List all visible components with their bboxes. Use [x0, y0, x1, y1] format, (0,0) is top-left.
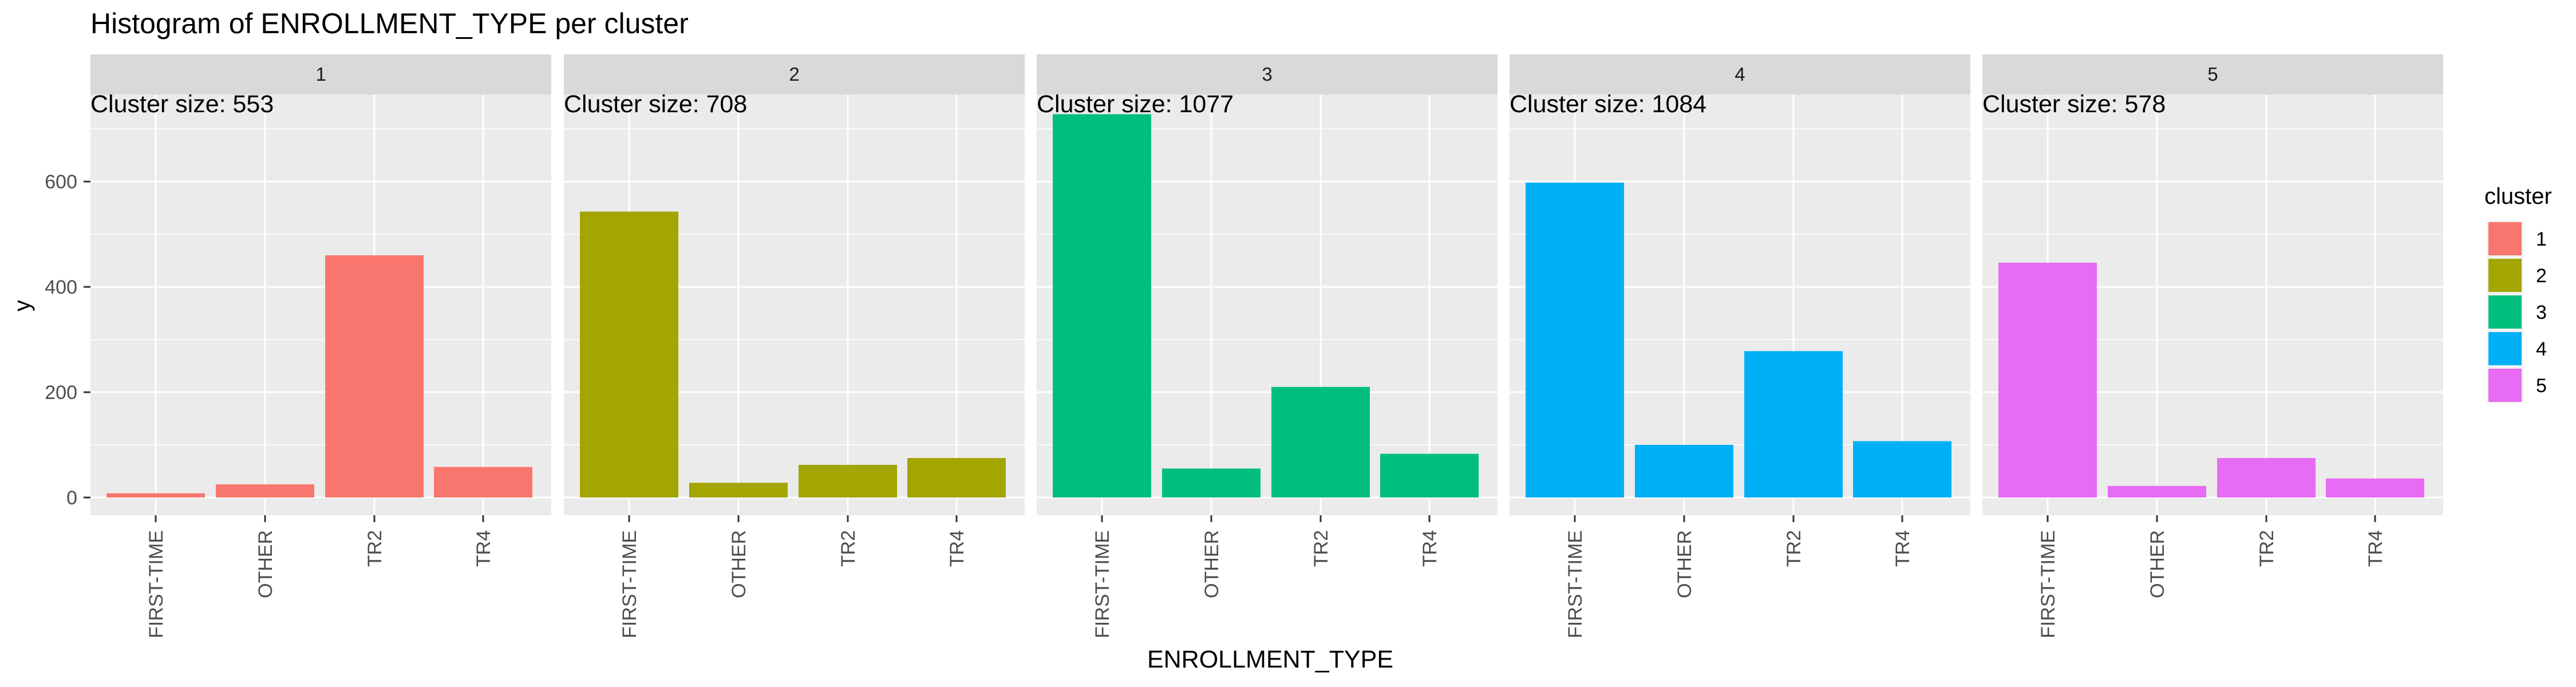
facet-strip-label: 2	[789, 64, 799, 85]
facet-strip	[90, 54, 551, 94]
bar	[325, 255, 424, 498]
bar	[1998, 262, 2097, 498]
legend-key-3	[2488, 295, 2522, 329]
cluster-size-label: Cluster size: 1077	[1037, 90, 1234, 118]
facet-panel-4: 4 Cluster size: 1084 FIRST-TIME OTHER TR2 TR4	[1510, 54, 1970, 638]
x-tick-label: OTHER	[2147, 530, 2168, 598]
legend-title: cluster	[2484, 184, 2552, 209]
x-tick-label: FIRST-TIME	[145, 530, 167, 638]
facet-strip	[1037, 54, 1498, 94]
x-tick-label: FIRST-TIME	[1564, 530, 1586, 638]
cluster-size-label: Cluster size: 1084	[1510, 90, 1706, 118]
x-tick-label: TR2	[1310, 530, 1332, 567]
bar	[1853, 441, 1951, 498]
x-tick-label: TR4	[2365, 530, 2387, 567]
x-tick-label: FIRST-TIME	[619, 530, 641, 638]
cluster-size-label: Cluster size: 578	[1982, 90, 2166, 118]
x-tick-label: TR2	[2256, 530, 2278, 567]
chart-title: Histogram of ENROLLMENT_TYPE per cluster	[90, 7, 689, 40]
y-tick-label: 400	[45, 277, 77, 298]
x-tick-label: FIRST-TIME	[2037, 530, 2059, 638]
y-tick-label: 200	[45, 382, 77, 404]
facet-panel-2: 2 Cluster size: 708 FIRST-TIME OTHER TR2 TR4	[564, 54, 1025, 638]
bar	[1635, 445, 1733, 498]
legend-label: 1	[2536, 228, 2547, 250]
bar	[799, 464, 897, 498]
x-tick-label: TR2	[1783, 530, 1805, 567]
legend-label: 4	[2536, 338, 2547, 360]
x-axis-label: ENROLLMENT_TYPE	[1147, 646, 1393, 673]
bar	[1053, 114, 1151, 498]
bar	[689, 483, 788, 498]
panel-background	[90, 94, 551, 515]
legend: cluster 1 2 3 4 5	[2484, 184, 2552, 404]
bar	[580, 211, 678, 498]
facet-strip-label: 1	[315, 64, 326, 85]
facet-strip-label: 4	[1735, 64, 1745, 85]
bar	[2108, 485, 2206, 498]
bar	[2217, 458, 2316, 498]
y-tick-label: 600	[45, 171, 77, 193]
x-tick-label: FIRST-TIME	[1092, 530, 1113, 638]
x-tick-label: OTHER	[728, 530, 750, 598]
y-axis-label: y	[10, 300, 35, 311]
y-tick-label: 0	[66, 487, 77, 509]
cluster-size-label: Cluster size: 553	[90, 90, 274, 118]
cluster-size-label: Cluster size: 708	[564, 90, 747, 118]
facet-strip	[564, 54, 1025, 94]
x-tick-label: TR4	[946, 530, 968, 567]
x-tick-label: TR2	[837, 530, 859, 567]
facet-panel-3: 3 Cluster size: 1077 FIRST-TIME OTHER TR2 TR4	[1037, 54, 1498, 638]
x-tick-label: OTHER	[1674, 530, 1696, 598]
legend-key-5	[2488, 369, 2522, 402]
bar	[106, 493, 205, 498]
facet-strip-label: 5	[2207, 64, 2218, 85]
x-tick-label: TR2	[364, 530, 386, 567]
legend-label: 3	[2536, 302, 2547, 323]
legend-key-2	[2488, 259, 2522, 292]
bar	[1526, 183, 1624, 498]
x-tick-label: TR4	[1419, 530, 1441, 567]
legend-key-4	[2488, 332, 2522, 365]
facet-panel-1: 1 Cluster size: 553 FIRST-TIME OTHER TR2 TR4	[90, 54, 551, 638]
x-tick-label: TR4	[473, 530, 495, 567]
bar	[1271, 386, 1370, 498]
bar	[1744, 351, 1843, 498]
facet-strip	[1982, 54, 2443, 94]
bar	[2326, 478, 2424, 498]
legend-label: 2	[2536, 265, 2547, 287]
x-tick-label: TR4	[1892, 530, 1914, 567]
bar	[1380, 453, 1479, 498]
legend-label: 5	[2536, 375, 2547, 397]
y-axis: 0 200 400 600	[45, 171, 90, 509]
facet-panel-5: 5 Cluster size: 578 FIRST-TIME OTHER TR2 TR4	[1982, 54, 2443, 638]
bar	[907, 458, 1006, 498]
bar	[1162, 468, 1261, 498]
facet-strip	[1510, 54, 1970, 94]
bar	[434, 467, 532, 498]
x-tick-label: OTHER	[255, 530, 276, 598]
x-tick-label: OTHER	[1201, 530, 1223, 598]
bar	[216, 484, 314, 498]
legend-key-1	[2488, 222, 2522, 255]
facet-strip-label: 3	[1262, 64, 1272, 85]
